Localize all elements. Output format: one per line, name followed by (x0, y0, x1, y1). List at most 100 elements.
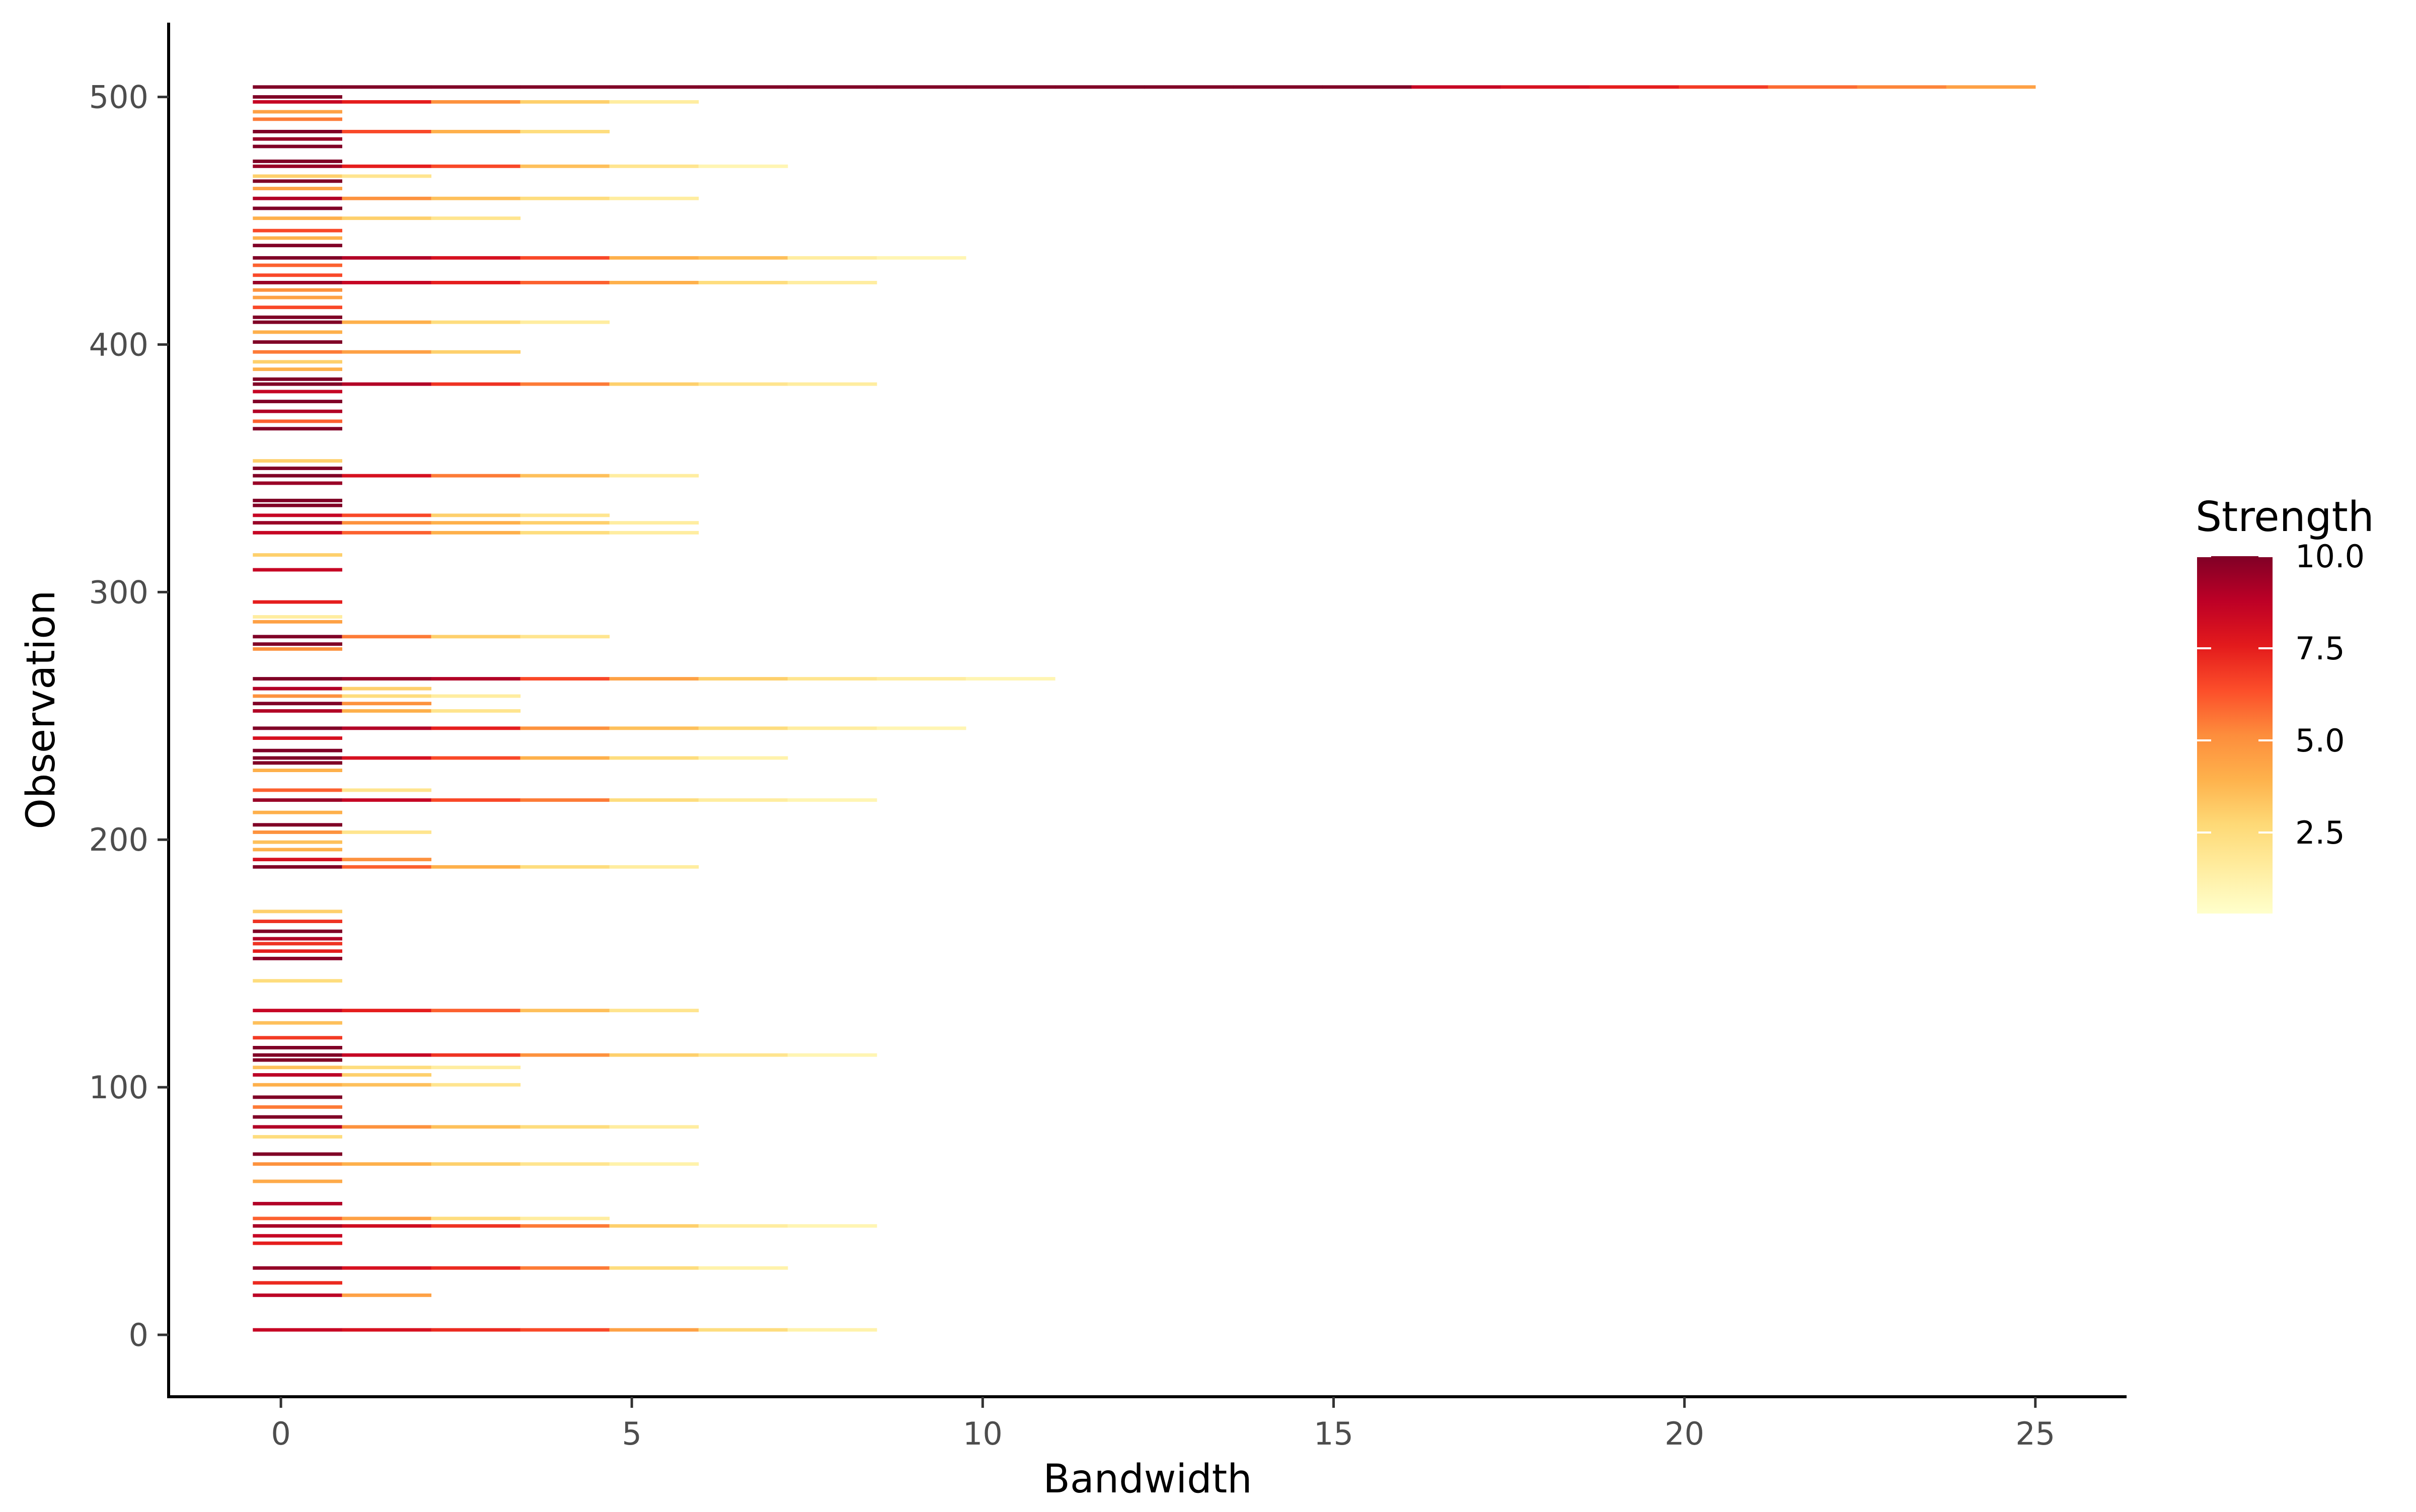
heatmap-tile (253, 206, 342, 210)
heatmap-tile (1500, 85, 1590, 89)
axes: 0 5 10 15 20 25 0 100 200 300 400 500 (89, 23, 2127, 1452)
heatmap-tile (253, 521, 342, 525)
heatmap-tile (253, 306, 342, 310)
heatmap-tile (253, 1224, 342, 1228)
heatmap-tile (609, 85, 699, 89)
heatmap-tile (1857, 85, 1947, 89)
heatmap-tile (342, 865, 432, 869)
heatmap-tile (520, 164, 610, 168)
heatmap-tile (520, 1217, 610, 1221)
heatmap-tile (253, 810, 342, 814)
heatmap-tile (431, 196, 521, 200)
heatmap-tile (609, 382, 699, 386)
heatmap-tile (431, 798, 521, 802)
heatmap-tile (342, 1066, 432, 1070)
heatmap-tile (253, 160, 342, 163)
heatmap-tile (342, 85, 432, 89)
heatmap-tile (342, 1266, 432, 1270)
heatmap-tile (253, 920, 342, 923)
color-legend: Strength 2.5 5.0 7.5 10.0 (2196, 493, 2374, 914)
heatmap-tile (342, 256, 432, 260)
heatmap-tile (609, 474, 699, 478)
y-tick-label: 300 (89, 574, 148, 611)
heatmap-tile (342, 382, 432, 386)
heatmap-tile (520, 521, 610, 525)
heatmap-tile (787, 798, 877, 802)
y-tick-label: 100 (89, 1069, 148, 1106)
x-tick-label: 25 (2015, 1415, 2055, 1452)
heatmap-tile (253, 761, 342, 765)
heatmap-tile (253, 553, 342, 557)
heatmap-tile (253, 400, 342, 404)
heatmap-tile (253, 377, 342, 381)
heatmap-tile (253, 130, 342, 133)
heatmap-tile (342, 1083, 432, 1087)
heatmap-tile (520, 1328, 610, 1332)
heatmap-tile (698, 1053, 788, 1057)
x-tick-label: 20 (1665, 1415, 1704, 1452)
heatmap-tile (253, 756, 342, 760)
heatmap-tile (253, 1053, 342, 1057)
heatmap-tile (609, 164, 699, 168)
heatmap-tile (253, 1115, 342, 1119)
heatmap-tile (253, 1073, 342, 1077)
legend-colorbar (2197, 556, 2273, 914)
heatmap-tile (342, 694, 432, 698)
heatmap-tile (698, 164, 788, 168)
heatmap-tile (698, 1266, 788, 1270)
heatmap-tile (520, 130, 610, 133)
heatmap-tile (342, 788, 432, 792)
legend-tick-label: 5.0 (2295, 722, 2345, 759)
legend-tick-label: 7.5 (2295, 630, 2345, 667)
heatmap-tile (431, 726, 521, 730)
heatmap-tile (698, 382, 788, 386)
heatmap-tile (342, 635, 432, 639)
heatmap-tile (342, 196, 432, 200)
heatmap-tile (253, 1066, 342, 1070)
heatmap-tile (253, 1217, 342, 1221)
heatmap-tile (609, 281, 699, 284)
heatmap-tile (253, 467, 342, 470)
heatmap-tile (431, 130, 521, 133)
heatmap-tile (609, 256, 699, 260)
heatmap-tile (253, 702, 342, 706)
heatmap-tile (698, 256, 788, 260)
heatmap-tile (520, 1125, 610, 1129)
heatmap-tile (253, 229, 342, 233)
heatmap-tile (431, 521, 521, 525)
heatmap-tile (431, 1125, 521, 1129)
heatmap-tile (1322, 85, 1412, 89)
heatmap-tile (698, 1224, 788, 1228)
heatmap-tile (609, 1224, 699, 1228)
heatmap-tile (431, 320, 521, 324)
heatmap-tile (787, 85, 877, 89)
heatmap-tile (253, 95, 342, 99)
heatmap-tile (253, 865, 342, 869)
x-axis-title: Bandwidth (1043, 1457, 1252, 1502)
heatmap-tile (253, 830, 342, 834)
heatmap-tile (342, 320, 432, 324)
heatmap-tile (431, 281, 521, 284)
heatmap-tile (342, 858, 432, 862)
heatmap-tile (520, 256, 610, 260)
heatmap-tile (520, 281, 610, 284)
heatmap-tile (1055, 85, 1145, 89)
heatmap-tile (253, 174, 342, 178)
heatmap-tile (965, 85, 1055, 89)
heatmap-tile (520, 531, 610, 535)
heatmap-tile (965, 677, 1055, 681)
heatmap-tile (342, 513, 432, 517)
heatmap-tile (342, 1125, 432, 1129)
heatmap-tile (253, 427, 342, 431)
heatmap-tile (253, 281, 342, 284)
heatmap-tile (253, 244, 342, 248)
heatmap-tile (431, 531, 521, 535)
heatmap-tile (609, 1328, 699, 1332)
heatmap-tile (253, 709, 342, 713)
heatmap-tile (431, 350, 521, 354)
heatmap-tile (253, 179, 342, 183)
heatmap-tile (253, 642, 342, 646)
heatmap-tile (342, 702, 432, 706)
heatmap-tile (253, 1009, 342, 1013)
